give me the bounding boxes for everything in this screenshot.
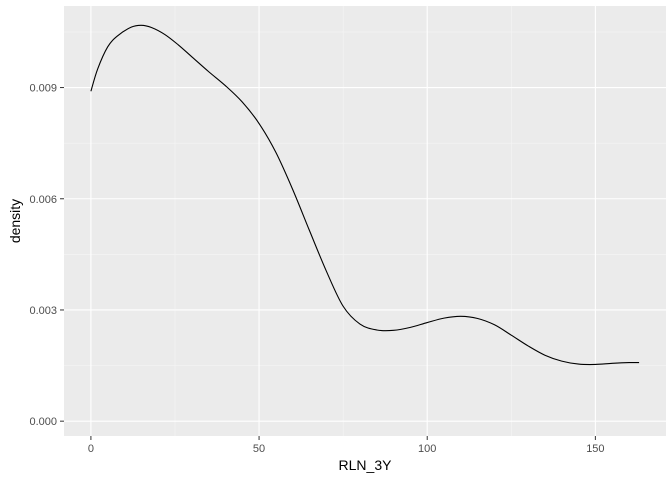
minor-gridlines	[64, 6, 666, 436]
y-tick-label: 0.003	[29, 305, 57, 317]
x-tick-label: 100	[418, 443, 436, 455]
y-tick-label: 0.006	[29, 194, 57, 206]
y-tick-label: 0.000	[29, 416, 57, 428]
x-axis-title: RLN_3Y	[339, 457, 393, 473]
y-axis-title: density	[7, 199, 23, 243]
x-tick-label: 0	[88, 443, 94, 455]
x-tick-label: 150	[586, 443, 604, 455]
plot-panel	[64, 6, 666, 436]
major-gridlines	[64, 6, 666, 436]
x-axis: 0 50 100 150	[88, 436, 605, 455]
y-tick-label: 0.009	[29, 83, 57, 95]
y-axis: 0.000 0.003 0.006 0.009	[29, 83, 64, 428]
x-tick-label: 50	[253, 443, 265, 455]
density-curve	[90, 24, 640, 366]
